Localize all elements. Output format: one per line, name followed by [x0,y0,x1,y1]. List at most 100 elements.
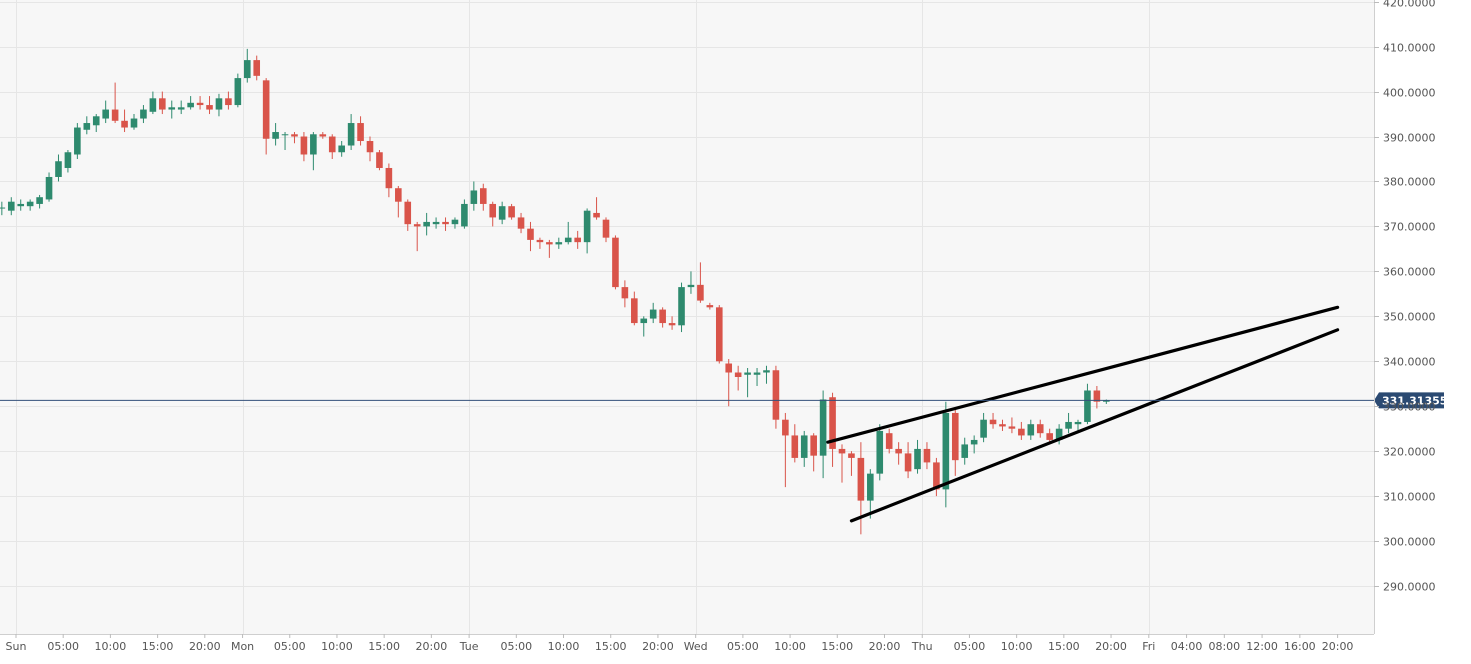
candle-down [829,392,836,467]
x-tick-label: 04:00 [1171,640,1203,653]
candle-up [678,282,685,333]
candle-body [83,123,91,130]
x-tick-label: 10:00 [548,640,580,653]
candle-body [970,439,978,445]
candle-down [111,82,119,124]
candle-down [517,212,525,234]
candle-body [602,219,610,238]
candle-up [234,73,242,108]
x-tick-label: 15:00 [142,640,174,653]
candle-down [933,457,940,497]
candle-body [442,221,449,225]
candle-body [895,448,902,454]
candle-body [234,78,242,106]
candle-up [347,114,355,151]
candle-down [602,217,610,243]
candle-body [867,473,874,501]
candle-down [659,307,666,328]
candle-body [168,107,176,110]
candle-down [989,412,997,429]
candle-body [413,224,421,227]
candle-body [130,118,138,128]
candle-up [83,116,91,135]
candle-body [904,453,912,472]
candle-down [291,132,298,144]
candle-up [498,201,506,225]
y-tick-label: 400.0000 [1383,87,1436,100]
trendline-layer [826,305,1340,523]
x-tick-label: 05:00 [500,640,532,653]
candle-up [1084,383,1091,425]
candle-up [961,437,969,465]
x-axis-labels: Sun 05:00 10:00 15:00 20:00 Mon 05:00 10:00 15:0… [6,634,1353,653]
candle-down [527,221,534,252]
candle-body [45,176,53,200]
candle-body [536,239,544,243]
candle-body [838,448,846,454]
candle-up [640,316,648,337]
x-tick-label: 15:00 [368,640,400,653]
candle-body [951,412,959,461]
x-axis-background [0,634,1374,660]
candle-body [376,152,383,168]
candle-down [621,280,629,308]
candle-body [593,212,600,218]
candle-body [564,237,572,243]
candle-up [140,105,147,124]
y-tick-label: 340.0000 [1383,356,1436,369]
y-tick-label: 360.0000 [1383,266,1436,279]
candle-up [1065,412,1072,434]
candle-down [489,201,497,227]
trendline [826,305,1340,444]
candle-body [55,161,62,177]
candle-body [800,435,808,458]
candle-up [149,91,157,115]
candle-body [678,287,685,326]
x-tick-label: Wed [684,640,708,653]
x-tick-label: 05:00 [727,640,759,653]
x-tick-label: 20:00 [189,640,221,653]
x-tick-label: 10:00 [95,640,127,653]
candle-down [196,96,204,110]
candle-body [451,219,459,225]
y-tick-label: 350.0000 [1383,311,1436,324]
candle-body [357,123,364,142]
candle-body [649,309,657,319]
candle-body [980,419,987,438]
x-tick-label: 15:00 [595,640,627,653]
x-tick-label: 15:00 [821,640,853,653]
candle-body [319,134,327,137]
candle-down [328,134,336,159]
candle-body [461,203,468,227]
candle-body [36,197,43,204]
candle-up [92,114,100,133]
candle-body [1027,424,1035,436]
candle-body [121,120,128,128]
candle-up [423,212,430,236]
candle-down [508,203,515,220]
candle-body [772,370,780,420]
candle-body [7,201,15,211]
candle-up [187,96,194,110]
candle-body [923,448,931,463]
candle-up [914,439,921,474]
candle-body [621,287,629,299]
candle-body [989,419,997,425]
candle-down [253,55,261,81]
candle-down [479,183,487,211]
candle-body [423,221,430,227]
candle-up [7,197,15,216]
y-tick-label: 370.0000 [1383,221,1436,234]
candle-body [687,284,695,288]
candle-down [668,316,676,330]
candle-up [168,100,176,119]
candle-up [243,48,251,83]
candle-up [64,150,72,173]
candle-body [876,430,884,474]
x-tick-label: Thu [911,640,933,653]
x-tick-label: 10:00 [321,640,353,653]
candle-body [1103,400,1110,402]
candle-up [980,412,987,443]
